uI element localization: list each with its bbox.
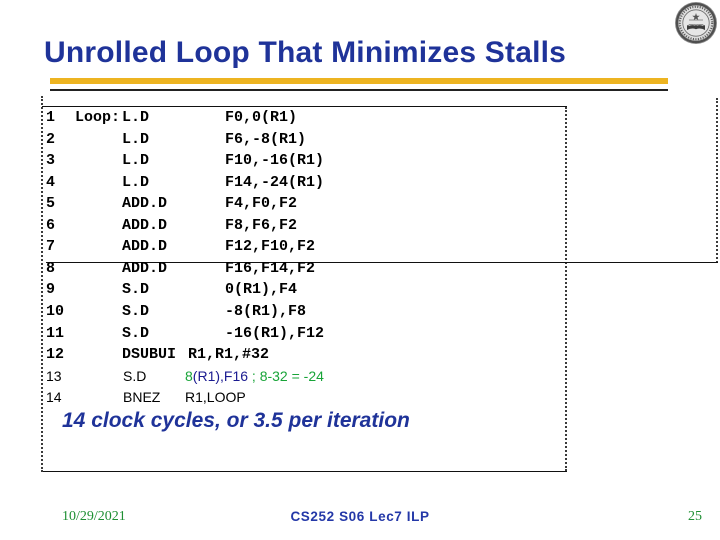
code-opr: F6,-8(R1) (225, 130, 307, 148)
code-num: 14 (46, 389, 62, 406)
code-box-border-bottom (42, 471, 567, 472)
code-opr: R1,R1,#32 (188, 346, 270, 364)
code-op: DSUBUI (122, 346, 177, 364)
footer-date: 10/29/2021 (62, 509, 126, 524)
code-opr: F12,F10,F2 (225, 238, 316, 256)
code-num: 2 (46, 130, 56, 148)
code-num: 5 (46, 195, 56, 213)
slide-title: Unrolled Loop That Minimizes Stalls (44, 36, 567, 69)
code-num: 10 (46, 302, 65, 320)
code-op: L.D (122, 152, 150, 170)
code-num: 13 (46, 367, 62, 384)
code-opr: F8,F6,F2 (225, 216, 298, 234)
placeholder-border-left (41, 96, 43, 472)
code-num: 11 (46, 324, 65, 342)
code-opr: R1,LOOP (185, 389, 246, 406)
code-op: S.D (122, 302, 150, 320)
divider-line (46, 262, 718, 263)
code-opr: F4,F0,F2 (225, 195, 298, 213)
code-num: 9 (46, 281, 56, 299)
code-num: 6 (46, 216, 56, 234)
code-opr: F14,-24(R1) (225, 173, 325, 191)
code-opr: 0(R1),F4 (225, 281, 298, 299)
code-op: S.D (122, 281, 150, 299)
code-box-border-top (42, 106, 567, 107)
code-operand-part: ; 8-32 = -24 (248, 367, 324, 384)
placeholder-border-right (565, 107, 567, 471)
code-op: S.D (122, 324, 150, 342)
summary-text: 14 clock cycles, or 3.5 per iteration (62, 409, 410, 432)
code-num: 7 (46, 238, 56, 256)
code-opr: -16(R1),F12 (225, 324, 325, 342)
code-opr: F0,0(R1) (225, 109, 298, 126)
code-op: S.D (123, 367, 147, 384)
code-op: ADD.D (122, 238, 168, 256)
code-op: ADD.D (122, 195, 168, 213)
footer-course: CS252 S06 Lec7 ILP (290, 509, 430, 524)
code-op: BNEZ (123, 389, 161, 406)
placeholder-border-far-right (716, 98, 718, 263)
title-divider-underline (50, 89, 668, 91)
code-num: 3 (46, 152, 56, 170)
university-seal-icon (674, 1, 718, 45)
code-opr: F10,-16(R1) (225, 152, 325, 170)
code-op: ADD.D (122, 216, 168, 234)
code-op: ADD.D (122, 259, 168, 277)
code-operand-part: (R1),F16 (192, 367, 249, 384)
code-num: 8 (46, 259, 56, 277)
code-label: Loop: (75, 109, 121, 126)
footer-page-number: 25 (688, 509, 702, 524)
code-opr: -8(R1),F8 (225, 302, 307, 320)
code-num: 4 (46, 173, 56, 191)
code-op: L.D (122, 173, 150, 191)
code-op: L.D (122, 109, 150, 126)
code-operand-part: 8 (185, 367, 193, 384)
code-opr: 8(R1),F16 ; 8-32 = -24 (185, 368, 324, 384)
code-num: 12 (46, 346, 65, 364)
code-op: L.D (122, 130, 150, 148)
code-num: 1 (46, 109, 56, 126)
title-divider-gold-bar (50, 78, 668, 84)
code-opr: F16,F14,F2 (225, 259, 316, 277)
